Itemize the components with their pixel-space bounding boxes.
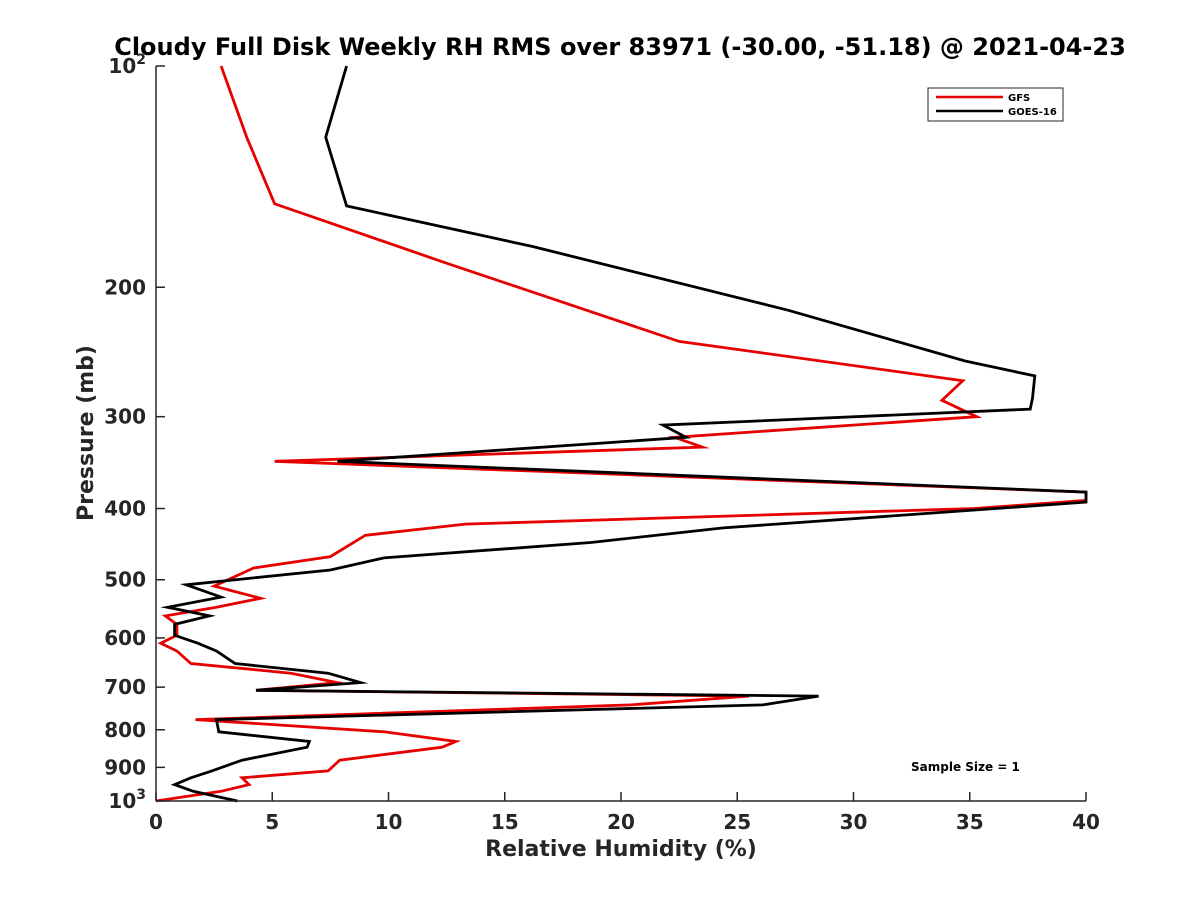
legend-box xyxy=(927,87,1064,122)
y-axis-label: Pressure (mb) xyxy=(74,345,99,521)
y-ticks: 102 200 300 400 500 600 700 800 900 103 xyxy=(104,52,165,813)
x-tick-label: 15 xyxy=(491,810,519,834)
x-tick-label: 25 xyxy=(723,810,751,834)
y-tick-label: 600 xyxy=(104,626,146,650)
series-line-goes16 xyxy=(160,65,1088,803)
x-tick-label: 5 xyxy=(265,810,279,834)
legend-label-goes16: GOES-16 xyxy=(1008,107,1057,118)
x-tick-label: 35 xyxy=(956,810,984,834)
x-ticks: 0 5 10 15 20 25 30 35 40 xyxy=(149,792,1100,834)
x-tick-label: 40 xyxy=(1072,810,1100,834)
y-tick-label: 400 xyxy=(104,497,146,521)
y-tick-label: 900 xyxy=(104,755,146,779)
y-tick-label: 103 xyxy=(108,787,146,813)
y-tick-label: 800 xyxy=(104,718,146,742)
sample-size-annotation: Sample Size = 1 xyxy=(911,760,1020,774)
y-tick-label: 500 xyxy=(104,568,146,592)
chart-title: Cloudy Full Disk Weekly RH RMS over 8397… xyxy=(114,33,1126,61)
y-tick-label: 300 xyxy=(104,405,146,429)
legend: GFS GOES-16 xyxy=(927,87,1064,122)
x-axis-label: Relative Humidity (%) xyxy=(485,837,757,862)
y-tick-label: 200 xyxy=(104,275,146,299)
legend-label-gfs: GFS xyxy=(1008,93,1030,104)
y-tick-label: 700 xyxy=(104,675,146,699)
series-layer xyxy=(155,65,1088,803)
y-tick-label: 102 xyxy=(108,52,146,78)
x-tick-label: 30 xyxy=(840,810,868,834)
x-tick-label: 20 xyxy=(607,810,635,834)
x-tick-label: 0 xyxy=(149,810,163,834)
x-tick-label: 10 xyxy=(375,810,403,834)
